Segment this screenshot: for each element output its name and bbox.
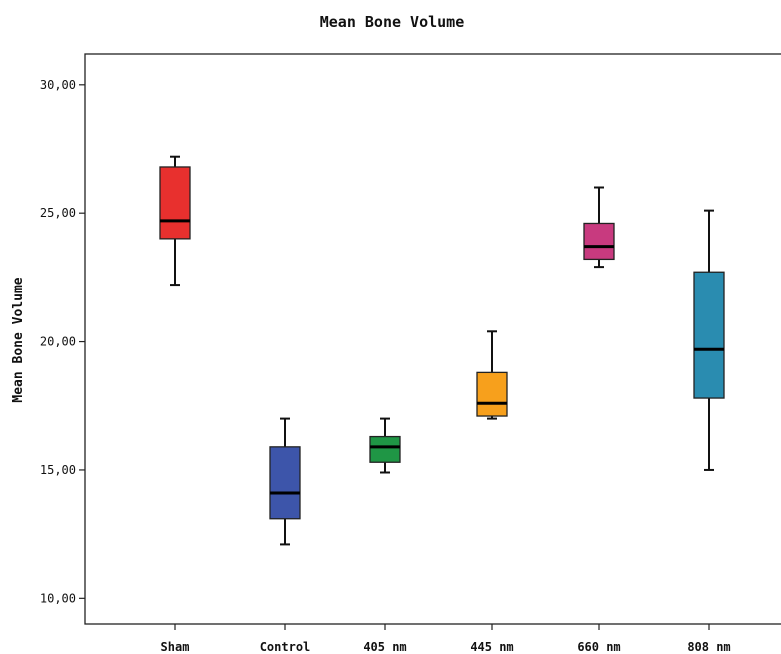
x-tick-label: Control xyxy=(260,640,311,654)
box-body xyxy=(269,446,301,520)
box-series xyxy=(159,155,725,546)
box-660-nm xyxy=(583,186,615,269)
y-tick-label: 20,00 xyxy=(40,335,76,349)
y-tick-label: 15,00 xyxy=(40,463,76,477)
x-tick-label: 660 nm xyxy=(577,640,620,654)
box-body xyxy=(583,222,615,261)
x-tick-label: Sham xyxy=(161,640,190,654)
box-body xyxy=(693,271,725,399)
chart-title: Mean Bone Volume xyxy=(320,13,465,31)
box-body xyxy=(369,435,401,463)
box-sham xyxy=(159,155,191,287)
y-tick-label: 30,00 xyxy=(40,78,76,92)
box-control xyxy=(269,417,301,546)
y-tick-label: 25,00 xyxy=(40,206,76,220)
box-body xyxy=(476,371,508,417)
x-axis-ticks: Sham Control 405 nm 445 nm 660 nm 808 nm xyxy=(161,624,731,654)
box-405-nm xyxy=(369,417,401,474)
x-tick-label: 405 nm xyxy=(363,640,406,654)
box-body xyxy=(159,166,191,240)
x-tick-label: 445 nm xyxy=(470,640,513,654)
box-808-nm xyxy=(693,209,725,471)
x-tick-label: 808 nm xyxy=(687,640,730,654)
y-tick-label: 10,00 xyxy=(40,591,76,605)
plot-frame xyxy=(84,53,781,625)
y-axis-ticks: 10,00 15,00 20,00 25,00 30,00 xyxy=(40,78,85,605)
box-445-nm xyxy=(476,330,508,420)
y-axis-label: Mean Bone Volume xyxy=(11,277,26,402)
